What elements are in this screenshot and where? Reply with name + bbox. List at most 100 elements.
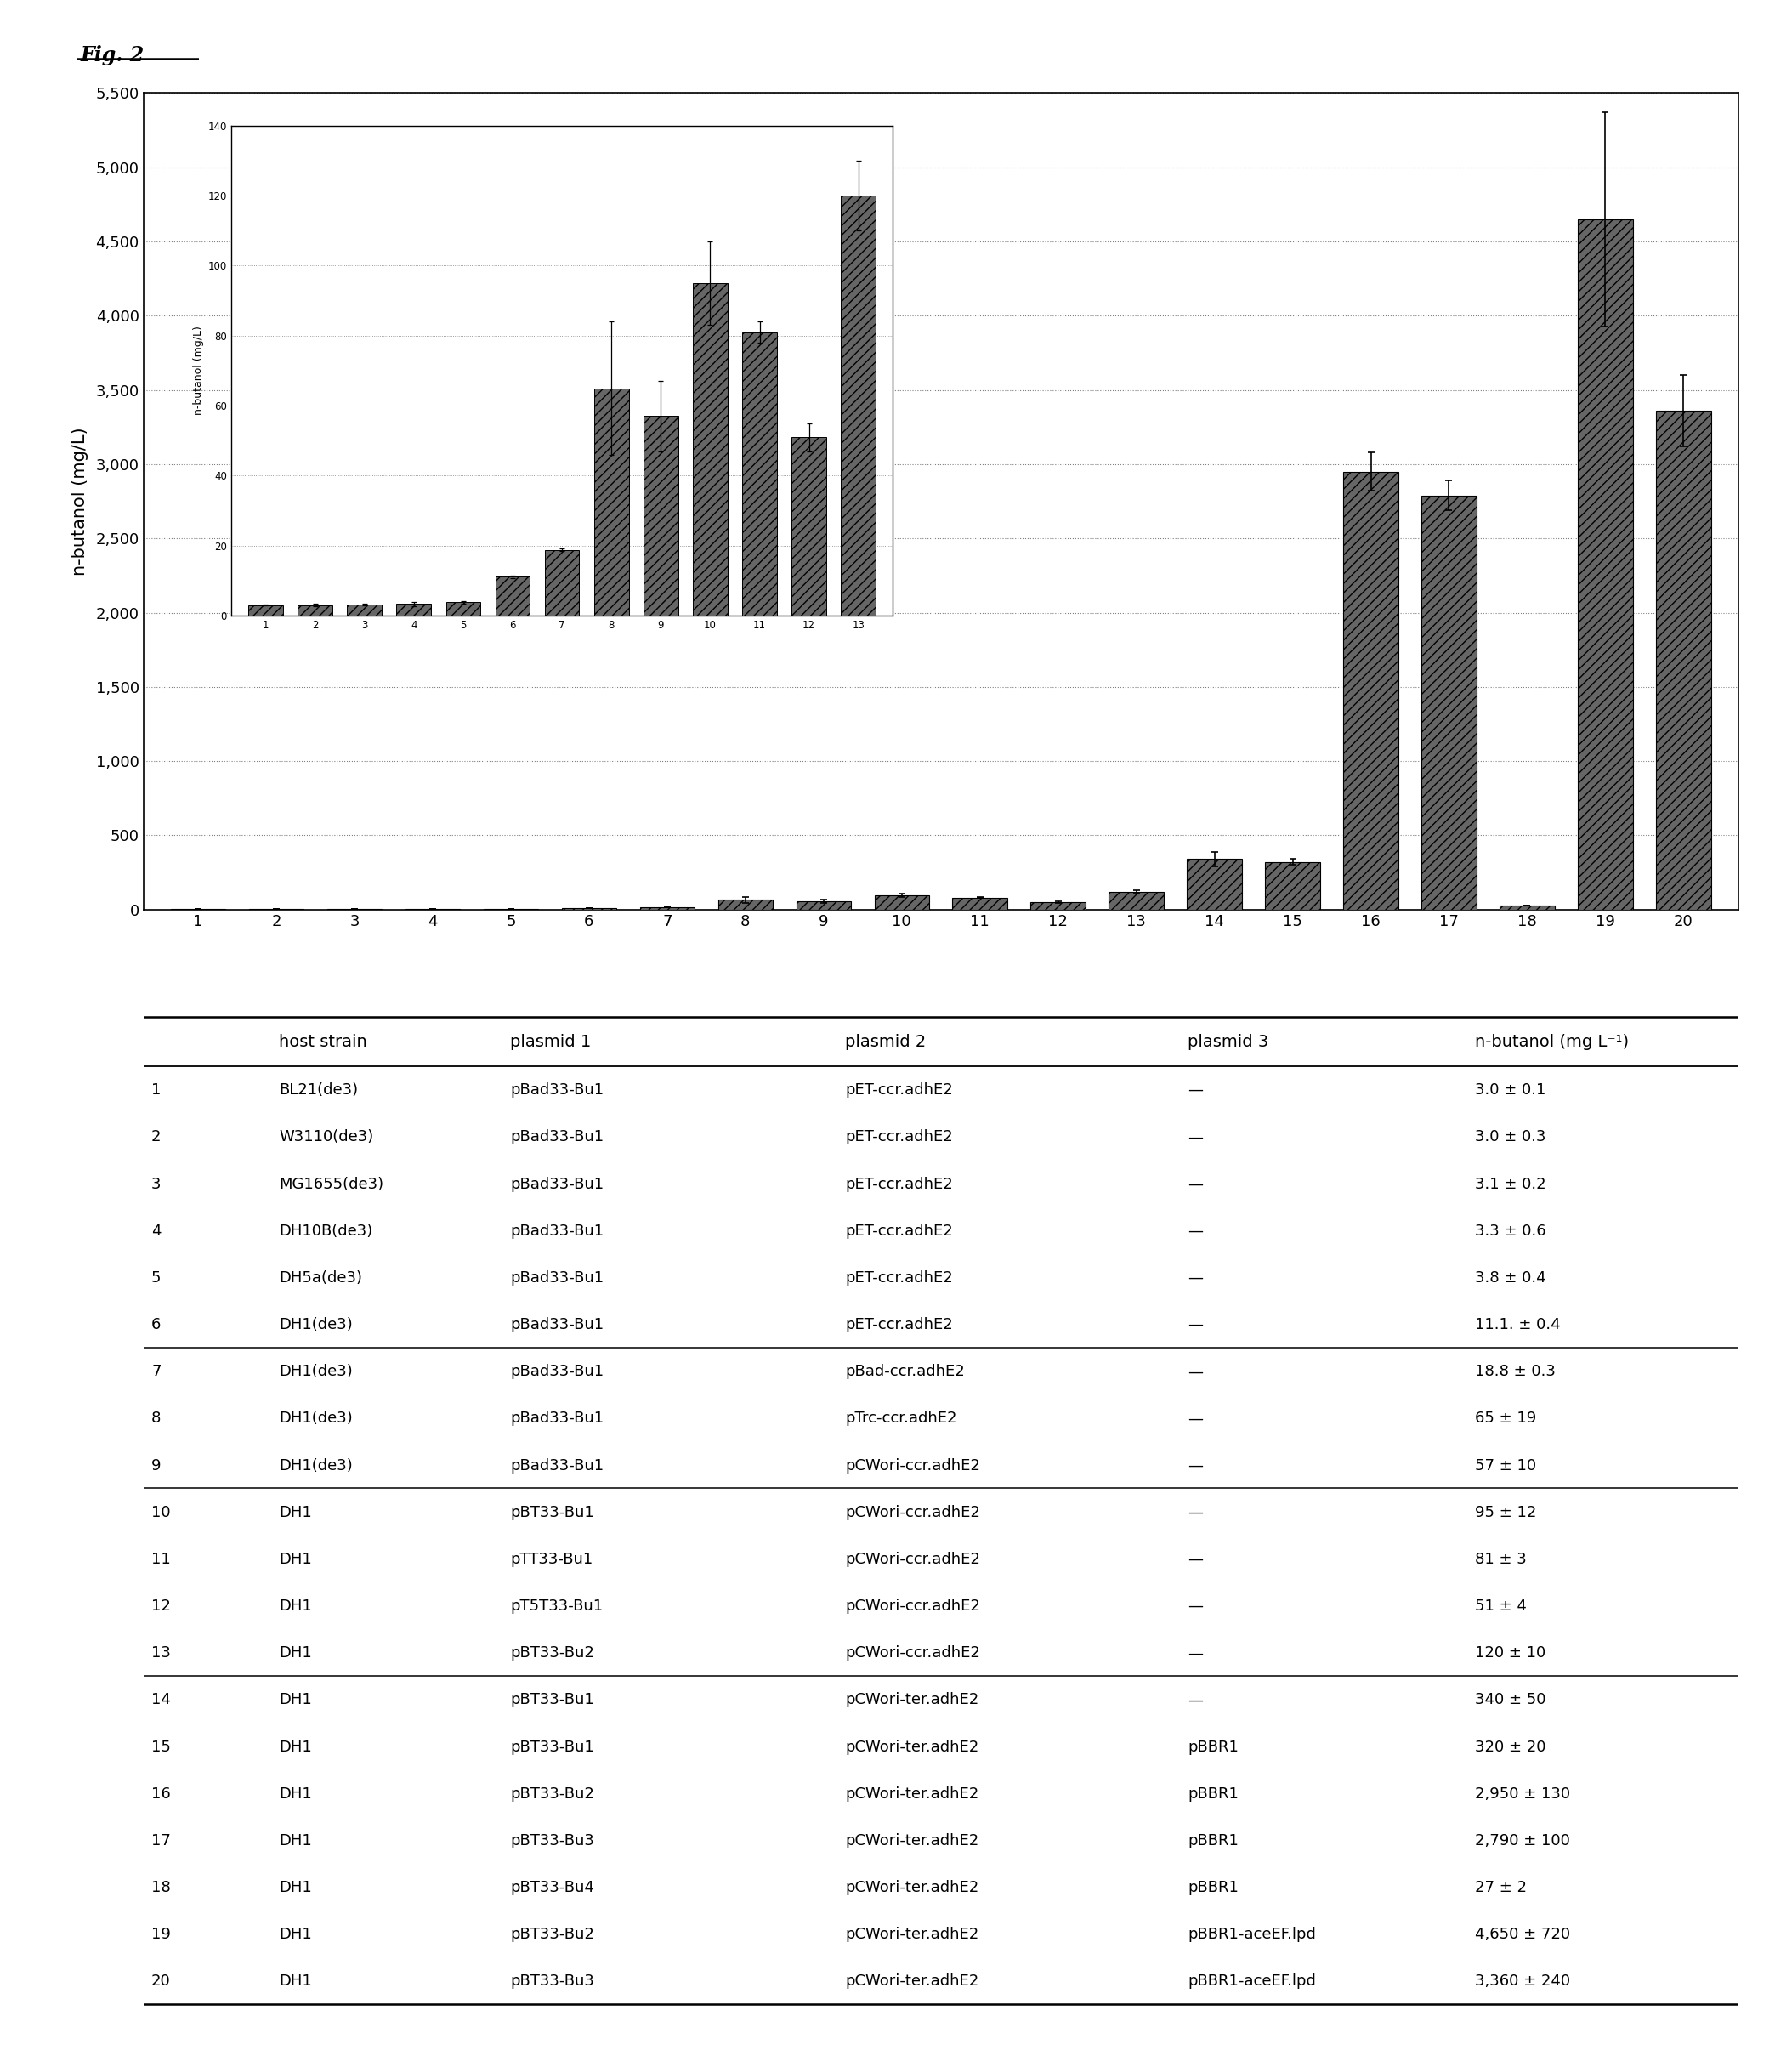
Text: pCWori-ter.adhE2: pCWori-ter.adhE2: [846, 1974, 978, 1988]
Bar: [796, 901, 851, 909]
Text: —: —: [1188, 1598, 1202, 1614]
Text: 16: 16: [151, 1786, 170, 1802]
Text: pBBR1: pBBR1: [1188, 1833, 1238, 1848]
Text: —: —: [1188, 1271, 1202, 1286]
Text: host strain: host strain: [280, 1034, 367, 1050]
Text: pCWori-ccr.adhE2: pCWori-ccr.adhE2: [846, 1552, 980, 1567]
Text: —: —: [1188, 1645, 1202, 1660]
Text: 20: 20: [151, 1974, 170, 1988]
Text: W3110(de3): W3110(de3): [280, 1129, 373, 1145]
Text: 12: 12: [151, 1598, 170, 1614]
Text: DH1(de3): DH1(de3): [280, 1412, 353, 1426]
Text: pET-ccr.adhE2: pET-ccr.adhE2: [846, 1224, 953, 1238]
Text: pBad33-Bu1: pBad33-Bu1: [511, 1224, 604, 1238]
Text: pCWori-ter.adhE2: pCWori-ter.adhE2: [846, 1693, 978, 1707]
Text: 3.0 ± 0.1: 3.0 ± 0.1: [1475, 1083, 1546, 1098]
Text: —: —: [1188, 1083, 1202, 1098]
Text: pET-ccr.adhE2: pET-ccr.adhE2: [846, 1271, 953, 1286]
Text: pBT33-Bu4: pBT33-Bu4: [511, 1881, 595, 1895]
Text: DH1: DH1: [280, 1552, 312, 1567]
Text: pTrc-ccr.adhE2: pTrc-ccr.adhE2: [846, 1412, 957, 1426]
Text: plasmid 1: plasmid 1: [511, 1034, 591, 1050]
Text: DH1: DH1: [280, 1645, 312, 1660]
Text: 95 ± 12: 95 ± 12: [1475, 1505, 1536, 1519]
Bar: [1579, 219, 1633, 909]
Text: 3.0 ± 0.3: 3.0 ± 0.3: [1475, 1129, 1546, 1145]
Text: 65 ± 19: 65 ± 19: [1475, 1412, 1536, 1426]
Bar: [1500, 905, 1554, 909]
Text: DH1: DH1: [280, 1598, 312, 1614]
Text: 8: 8: [151, 1412, 161, 1426]
Text: DH1: DH1: [280, 1974, 312, 1988]
Text: DH5a(de3): DH5a(de3): [280, 1271, 362, 1286]
Bar: [953, 897, 1007, 909]
Text: 17: 17: [151, 1833, 170, 1848]
Text: pCWori-ccr.adhE2: pCWori-ccr.adhE2: [846, 1505, 980, 1519]
Text: pBBR1-aceEF.lpd: pBBR1-aceEF.lpd: [1188, 1926, 1317, 1943]
Text: 9: 9: [151, 1457, 161, 1474]
Text: pBad33-Bu1: pBad33-Bu1: [511, 1317, 604, 1333]
Text: Fig. 2: Fig. 2: [81, 45, 145, 66]
Text: —: —: [1188, 1693, 1202, 1707]
Text: DH1: DH1: [280, 1505, 312, 1519]
Text: pBad33-Bu1: pBad33-Bu1: [511, 1176, 604, 1193]
Text: MG1655(de3): MG1655(de3): [280, 1176, 383, 1193]
Text: pCWori-ter.adhE2: pCWori-ter.adhE2: [846, 1786, 978, 1802]
Text: DH1: DH1: [280, 1881, 312, 1895]
Text: pET-ccr.adhE2: pET-ccr.adhE2: [846, 1083, 953, 1098]
Text: 5: 5: [151, 1271, 161, 1286]
Text: 81 ± 3: 81 ± 3: [1475, 1552, 1527, 1567]
Bar: [1186, 860, 1242, 909]
Text: —: —: [1188, 1364, 1202, 1379]
Text: DH1(de3): DH1(de3): [280, 1364, 353, 1379]
Text: 3,360 ± 240: 3,360 ± 240: [1475, 1974, 1570, 1988]
Text: pCWori-ccr.adhE2: pCWori-ccr.adhE2: [846, 1598, 980, 1614]
Text: DH1: DH1: [280, 1926, 312, 1943]
Text: pBad33-Bu1: pBad33-Bu1: [511, 1457, 604, 1474]
Text: pCWori-ccr.adhE2: pCWori-ccr.adhE2: [846, 1645, 980, 1660]
Text: DH1: DH1: [280, 1786, 312, 1802]
Bar: [1030, 901, 1086, 909]
Text: pBT33-Bu1: pBT33-Bu1: [511, 1738, 595, 1755]
Text: 3.3 ± 0.6: 3.3 ± 0.6: [1475, 1224, 1546, 1238]
Text: 2: 2: [151, 1129, 161, 1145]
Text: 18.8 ± 0.3: 18.8 ± 0.3: [1475, 1364, 1555, 1379]
Bar: [1421, 496, 1477, 909]
Text: DH1: DH1: [280, 1693, 312, 1707]
Text: 6: 6: [151, 1317, 161, 1333]
Text: pBad33-Bu1: pBad33-Bu1: [511, 1129, 604, 1145]
Bar: [1109, 891, 1163, 909]
Y-axis label: n-butanol (mg/L): n-butanol (mg/L): [72, 428, 88, 575]
Bar: [640, 907, 695, 909]
Text: 340 ± 50: 340 ± 50: [1475, 1693, 1546, 1707]
Bar: [1344, 471, 1398, 909]
Text: pCWori-ter.adhE2: pCWori-ter.adhE2: [846, 1833, 978, 1848]
Text: 19: 19: [151, 1926, 170, 1943]
Text: pBad33-Bu1: pBad33-Bu1: [511, 1412, 604, 1426]
Text: pBT33-Bu2: pBT33-Bu2: [511, 1645, 595, 1660]
Text: pBT33-Bu3: pBT33-Bu3: [511, 1833, 595, 1848]
Text: n-butanol (mg L⁻¹): n-butanol (mg L⁻¹): [1475, 1034, 1629, 1050]
Text: 10: 10: [151, 1505, 170, 1519]
Text: 27 ± 2: 27 ± 2: [1475, 1881, 1527, 1895]
Text: —: —: [1188, 1457, 1202, 1474]
Text: pBT33-Bu1: pBT33-Bu1: [511, 1505, 595, 1519]
Text: pBBR1: pBBR1: [1188, 1881, 1238, 1895]
Text: —: —: [1188, 1317, 1202, 1333]
Text: 51 ± 4: 51 ± 4: [1475, 1598, 1527, 1614]
Text: DH1: DH1: [280, 1833, 312, 1848]
Text: 120 ± 10: 120 ± 10: [1475, 1645, 1546, 1660]
Text: pBad33-Bu1: pBad33-Bu1: [511, 1364, 604, 1379]
Text: pCWori-ter.adhE2: pCWori-ter.adhE2: [846, 1926, 978, 1943]
Text: 11.1. ± 0.4: 11.1. ± 0.4: [1475, 1317, 1561, 1333]
Text: 320 ± 20: 320 ± 20: [1475, 1738, 1546, 1755]
Bar: [1265, 862, 1321, 909]
Text: pTT33-Bu1: pTT33-Bu1: [511, 1552, 593, 1567]
Text: pBBR1-aceEF.lpd: pBBR1-aceEF.lpd: [1188, 1974, 1317, 1988]
Text: pBad33-Bu1: pBad33-Bu1: [511, 1083, 604, 1098]
Text: pT5T33-Bu1: pT5T33-Bu1: [511, 1598, 602, 1614]
Text: DH1(de3): DH1(de3): [280, 1457, 353, 1474]
Text: pBT33-Bu2: pBT33-Bu2: [511, 1786, 595, 1802]
Text: 57 ± 10: 57 ± 10: [1475, 1457, 1536, 1474]
Text: 3.1 ± 0.2: 3.1 ± 0.2: [1475, 1176, 1546, 1193]
